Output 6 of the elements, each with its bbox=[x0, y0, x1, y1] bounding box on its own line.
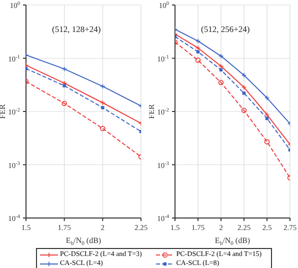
x-axis-title: E$_{b}$/N$_{0}$ (dB) bbox=[214, 236, 250, 247]
y-axis-title: FER bbox=[0, 104, 7, 119]
annotation: (512, 256+24) bbox=[201, 24, 250, 34]
y-axis-title: FER bbox=[147, 104, 156, 119]
annotation: (512, 128+24) bbox=[52, 24, 101, 34]
x-axis-title: E$_{b}$/N$_{0}$ (dB) bbox=[66, 236, 102, 247]
